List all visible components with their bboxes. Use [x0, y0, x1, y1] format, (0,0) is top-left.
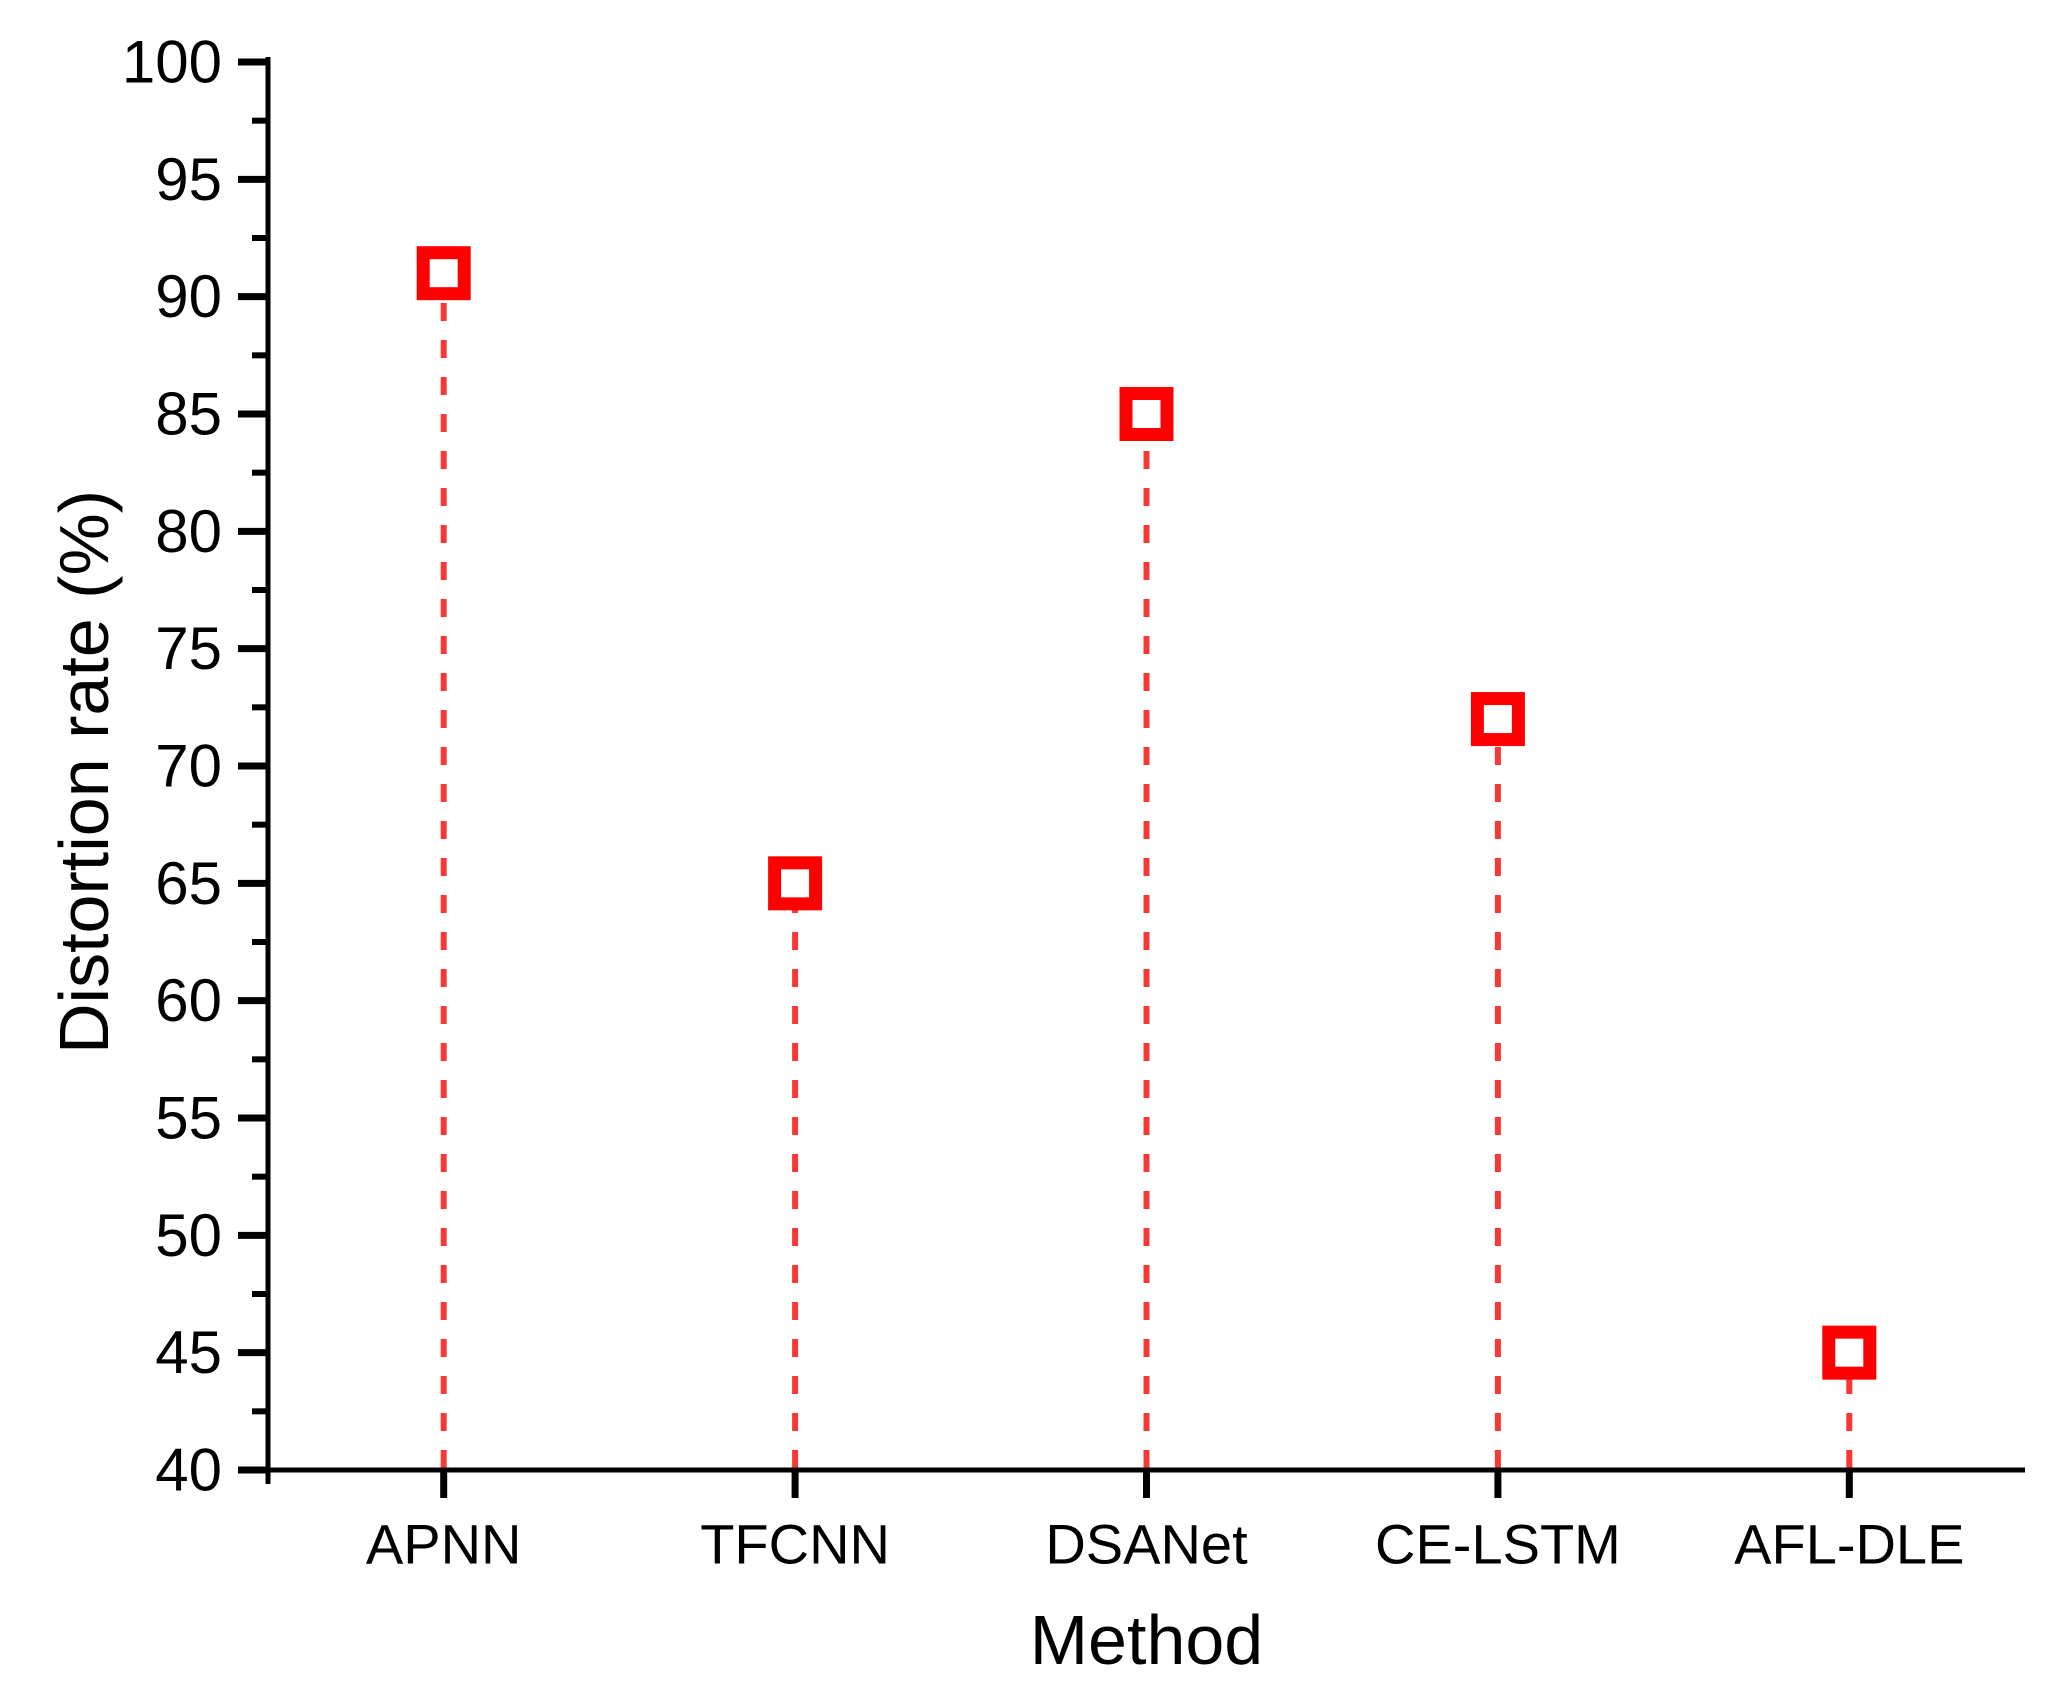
y-tick-label: 75: [155, 615, 222, 682]
x-tick-label: DSANet: [1045, 1513, 1248, 1576]
x-tick-label: CE-LSTM: [1375, 1513, 1621, 1576]
x-tick-label: APNN: [366, 1513, 522, 1576]
x-tick-label: TFCNN: [700, 1513, 890, 1576]
y-tick-label: 45: [155, 1319, 222, 1386]
y-tick-label: 100: [122, 29, 222, 96]
y-tick-label: 50: [155, 1202, 222, 1269]
x-tick-label: AFL-DLE: [1734, 1513, 1964, 1576]
data-marker: [768, 856, 823, 911]
y-tick-label: 60: [155, 967, 222, 1034]
data-marker: [416, 246, 471, 301]
data-marker: [1119, 387, 1174, 441]
y-tick-label: 55: [155, 1085, 222, 1152]
y-tick-label: 65: [155, 850, 222, 917]
y-tick-label: 70: [155, 733, 222, 800]
y-tick-label: 85: [155, 381, 222, 448]
y-tick-label: 80: [155, 498, 222, 565]
y-tick-label: 95: [155, 146, 222, 213]
data-marker: [1470, 692, 1525, 747]
y-tick-label: 90: [155, 263, 222, 330]
data-marker: [1822, 1325, 1877, 1380]
y-tick-label: 40: [155, 1437, 222, 1504]
